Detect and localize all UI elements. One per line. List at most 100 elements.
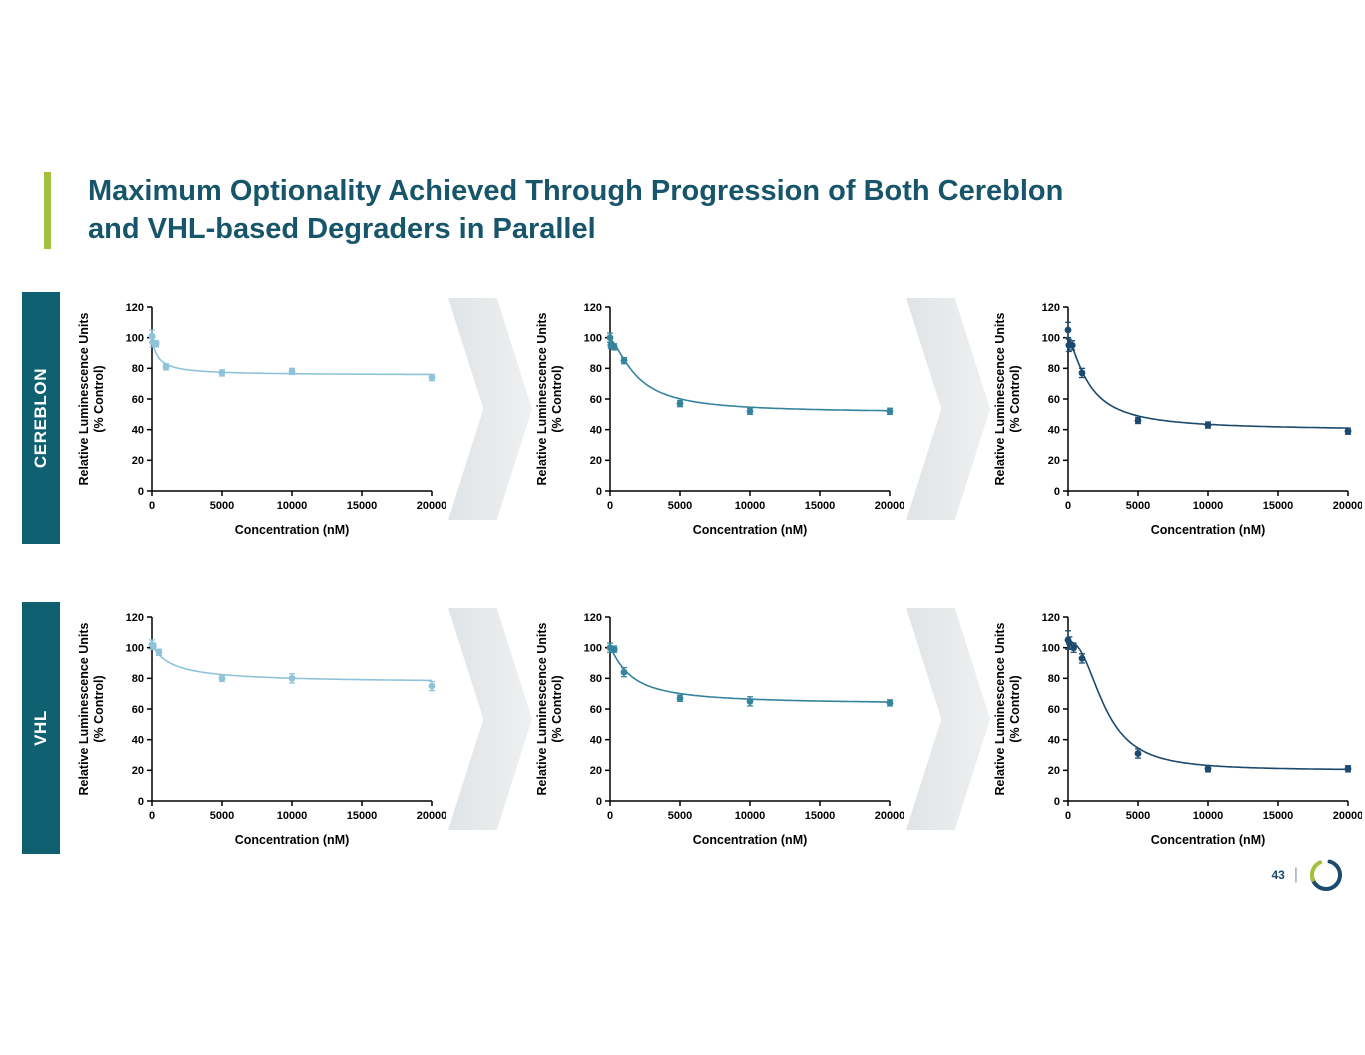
- svg-text:80: 80: [1048, 363, 1060, 375]
- row-label-vhl: VHL: [22, 602, 60, 854]
- svg-text:(% Control): (% Control): [92, 365, 106, 432]
- svg-text:Relative Luminescence Units: Relative Luminescence Units: [993, 622, 1007, 795]
- svg-text:80: 80: [590, 673, 602, 685]
- dose-response-plot-cereblon-2: 0 20 40 60 80 100 120 0 5000 10000 15000 20000 Conce…: [535, 302, 904, 537]
- svg-text:(% Control): (% Control): [92, 675, 106, 742]
- svg-text:10000: 10000: [735, 810, 766, 822]
- svg-text:10000: 10000: [735, 500, 766, 512]
- svg-text:60: 60: [132, 704, 144, 716]
- svg-text:100: 100: [584, 643, 602, 655]
- svg-text:20000: 20000: [875, 500, 904, 512]
- svg-text:40: 40: [132, 425, 144, 437]
- svg-text:40: 40: [590, 425, 602, 437]
- svg-text:0: 0: [1065, 810, 1071, 822]
- svg-text:10000: 10000: [277, 810, 308, 822]
- logo-ring-green: [1309, 860, 1323, 882]
- svg-text:0: 0: [149, 810, 155, 822]
- svg-text:0: 0: [1054, 486, 1060, 498]
- slide-title: Maximum Optionality Achieved Through Pro…: [88, 172, 1063, 249]
- svg-text:0: 0: [138, 796, 144, 808]
- svg-text:120: 120: [126, 612, 144, 624]
- company-logo-icon: [1309, 859, 1342, 891]
- svg-text:100: 100: [126, 643, 144, 655]
- svg-text:Relative Luminescence Units: Relative Luminescence Units: [993, 312, 1007, 485]
- svg-text:20000: 20000: [1333, 500, 1362, 512]
- svg-text:Relative Luminescence Units: Relative Luminescence Units: [77, 312, 91, 485]
- svg-text:20: 20: [132, 455, 144, 467]
- footer-divider: |: [1293, 866, 1298, 883]
- svg-text:20: 20: [590, 765, 602, 777]
- svg-text:60: 60: [590, 704, 602, 716]
- svg-text:120: 120: [584, 302, 602, 314]
- svg-text:15000: 15000: [347, 810, 378, 822]
- chart-vhl-step1: 0 20 40 60 80 100 120 0 5000 10000 15000 20000 Conce…: [76, 603, 446, 853]
- chart-cereblon-step3: 0 20 40 60 80 100 120 0 5000 10000 15000 20000 Conce…: [992, 293, 1362, 543]
- svg-text:100: 100: [1042, 333, 1060, 345]
- dose-response-plot-cereblon-3: 0 20 40 60 80 100 120 0 5000 10000 15000 20000 Conce…: [993, 302, 1362, 537]
- svg-text:Concentration (nM): Concentration (nM): [235, 833, 350, 847]
- svg-text:0: 0: [596, 796, 602, 808]
- svg-text:10000: 10000: [277, 500, 308, 512]
- svg-text:120: 120: [584, 612, 602, 624]
- footer: 43 |: [1271, 856, 1345, 894]
- svg-text:120: 120: [1042, 612, 1060, 624]
- svg-text:20000: 20000: [417, 810, 446, 822]
- svg-text:60: 60: [1048, 704, 1060, 716]
- progression-arrow-icon: [906, 608, 990, 830]
- logo-ring-navy: [1310, 859, 1342, 891]
- svg-text:5000: 5000: [210, 810, 234, 822]
- svg-text:0: 0: [1065, 500, 1071, 512]
- svg-text:20: 20: [1048, 455, 1060, 467]
- dose-response-plot-vhl-3: 0 20 40 60 80 100 120 0 5000 10000 15000 20000 Conce…: [993, 612, 1362, 847]
- slide-title-line-1: Maximum Optionality Achieved Through Pro…: [88, 175, 1064, 207]
- dose-response-plot-cereblon-1: 0 20 40 60 80 100 120 0 5000 10000 15000 20000 Conce…: [77, 302, 446, 537]
- svg-text:20000: 20000: [875, 810, 904, 822]
- svg-text:15000: 15000: [805, 500, 836, 512]
- svg-text:Relative Luminescence Units: Relative Luminescence Units: [535, 622, 549, 795]
- chart-cereblon-step1: 0 20 40 60 80 100 120 0 5000 10000 15000 20000 Conce…: [76, 293, 446, 543]
- svg-text:100: 100: [584, 333, 602, 345]
- svg-text:0: 0: [149, 500, 155, 512]
- chart-vhl-step2: 0 20 40 60 80 100 120 0 5000 10000 15000 20000 Conce…: [534, 603, 904, 853]
- svg-text:20: 20: [132, 765, 144, 777]
- svg-text:60: 60: [132, 394, 144, 406]
- page-number: 43: [1271, 868, 1285, 882]
- svg-text:(% Control): (% Control): [1008, 675, 1022, 742]
- svg-text:100: 100: [126, 333, 144, 345]
- svg-text:Concentration (nM): Concentration (nM): [1151, 523, 1266, 537]
- svg-text:120: 120: [126, 302, 144, 314]
- svg-text:40: 40: [590, 735, 602, 747]
- dose-response-plot-vhl-2: 0 20 40 60 80 100 120 0 5000 10000 15000 20000 Conce…: [535, 612, 904, 847]
- svg-text:15000: 15000: [805, 810, 836, 822]
- svg-text:20000: 20000: [1333, 810, 1362, 822]
- svg-text:80: 80: [132, 363, 144, 375]
- progression-arrow-icon: [906, 298, 990, 520]
- svg-text:5000: 5000: [1126, 810, 1150, 822]
- svg-text:60: 60: [590, 394, 602, 406]
- svg-text:5000: 5000: [668, 810, 692, 822]
- svg-text:10000: 10000: [1193, 810, 1224, 822]
- progression-arrow-icon: [448, 608, 532, 830]
- svg-text:20000: 20000: [417, 500, 446, 512]
- svg-text:20: 20: [590, 455, 602, 467]
- row-label-vhl-text: VHL: [31, 710, 50, 746]
- svg-text:Relative Luminescence Units: Relative Luminescence Units: [535, 312, 549, 485]
- chart-vhl-step3: 0 20 40 60 80 100 120 0 5000 10000 15000 20000 Conce…: [992, 603, 1362, 853]
- svg-text:5000: 5000: [668, 500, 692, 512]
- svg-text:Concentration (nM): Concentration (nM): [1151, 833, 1266, 847]
- svg-text:0: 0: [607, 500, 613, 512]
- svg-text:40: 40: [132, 735, 144, 747]
- svg-text:100: 100: [1042, 643, 1060, 655]
- row-label-cereblon: CEREBLON: [22, 292, 60, 544]
- svg-text:20: 20: [1048, 765, 1060, 777]
- title-accent-bar: [44, 172, 51, 249]
- svg-text:60: 60: [1048, 394, 1060, 406]
- svg-text:Concentration (nM): Concentration (nM): [693, 523, 808, 537]
- svg-text:120: 120: [1042, 302, 1060, 314]
- progression-arrow-icon: [448, 298, 532, 520]
- svg-text:5000: 5000: [210, 500, 234, 512]
- svg-text:5000: 5000: [1126, 500, 1150, 512]
- svg-text:0: 0: [1054, 796, 1060, 808]
- svg-text:0: 0: [607, 810, 613, 822]
